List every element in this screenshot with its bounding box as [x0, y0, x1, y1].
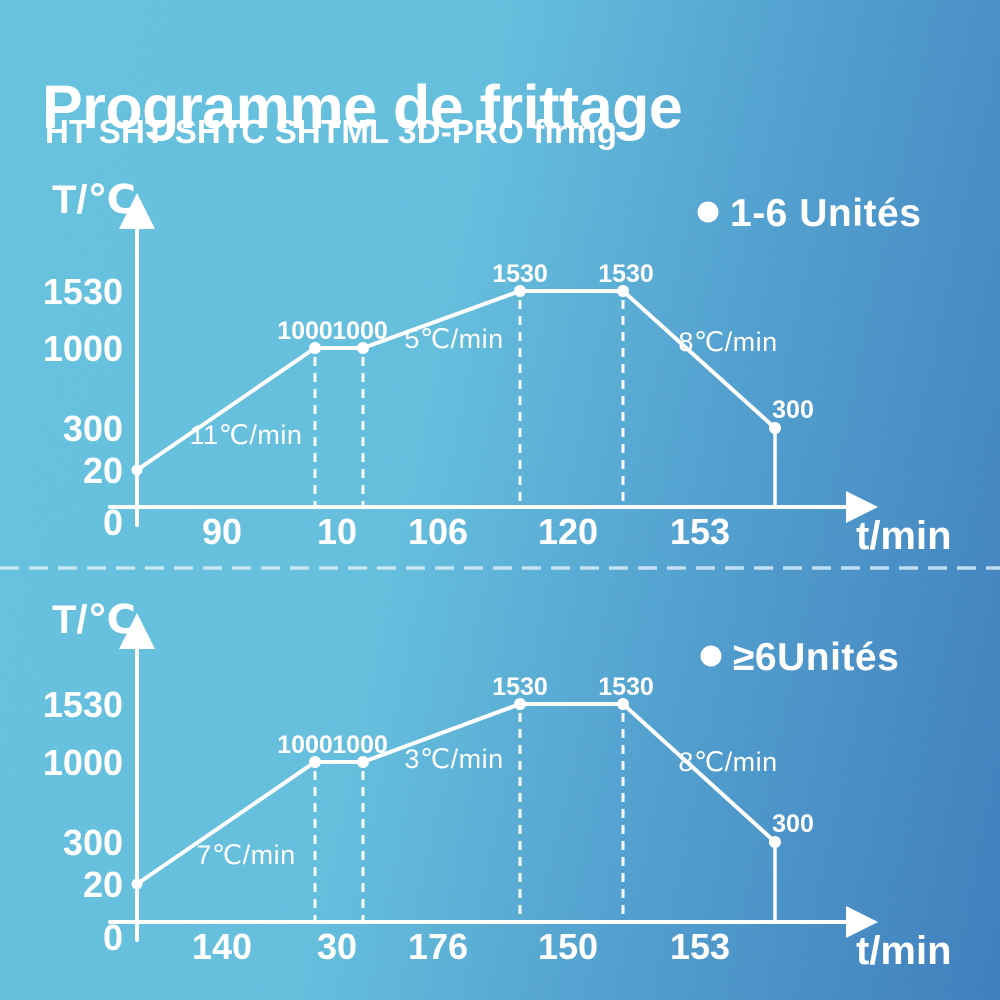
x-duration-label: 176: [408, 926, 468, 967]
data-point: [131, 878, 143, 890]
point-label: 1000: [332, 731, 388, 759]
x-duration-label: 10: [317, 511, 357, 552]
legend-bullet-icon: [697, 201, 719, 223]
x-duration-label: 153: [670, 511, 730, 552]
origin-tick: 0: [103, 917, 123, 958]
rate-label: 11℃/min: [190, 420, 303, 450]
x-duration-label: 106: [408, 511, 468, 552]
x-duration-label: 153: [670, 926, 730, 967]
rate-label: 5℃/min: [404, 324, 503, 354]
y-tick-label: 300: [63, 408, 123, 449]
x-axis-label: t/min: [856, 929, 952, 973]
y-tick-label: 300: [63, 822, 123, 863]
rate-label: 7℃/min: [196, 840, 295, 870]
point-label: 1530: [492, 673, 548, 701]
y-tick-label: 1000: [43, 328, 123, 369]
point-label: 300: [772, 810, 814, 838]
y-tick-label: 20: [83, 864, 123, 905]
point-label: 1000: [277, 731, 333, 759]
x-duration-label: 120: [538, 511, 598, 552]
point-label: 1530: [598, 673, 654, 701]
point-label: 1000: [277, 317, 333, 345]
y-axis-label: T/℃: [52, 598, 136, 642]
y-tick-label: 1530: [43, 271, 123, 312]
x-duration-label: 30: [317, 926, 357, 967]
rate-label: 8℃/min: [678, 327, 777, 357]
page-subtitle: HT SHT SHTC SHTML 3D-PRO firing: [45, 113, 618, 150]
point-label: 1530: [598, 260, 654, 288]
y-tick-label: 1000: [43, 742, 123, 783]
legend-bullet-icon: [700, 645, 722, 667]
point-label: 1000: [332, 317, 388, 345]
data-point: [131, 464, 143, 476]
rate-label: 8℃/min: [678, 747, 777, 777]
point-label: 1530: [492, 260, 548, 288]
origin-tick: 0: [103, 502, 123, 543]
y-axis-label: T/℃: [52, 178, 136, 222]
section-divider: [0, 566, 1000, 570]
legend-label: ≥6Unités: [733, 636, 899, 679]
y-tick-label: 1530: [43, 684, 123, 725]
x-duration-label: 90: [202, 511, 242, 552]
x-duration-label: 150: [538, 926, 598, 967]
y-tick-label: 20: [83, 450, 123, 491]
rate-label: 3℃/min: [404, 744, 503, 774]
point-label: 300: [772, 396, 814, 424]
x-duration-label: 140: [192, 926, 252, 967]
legend-label: 1-6 Unités: [730, 192, 921, 235]
x-axis-label: t/min: [856, 514, 952, 558]
